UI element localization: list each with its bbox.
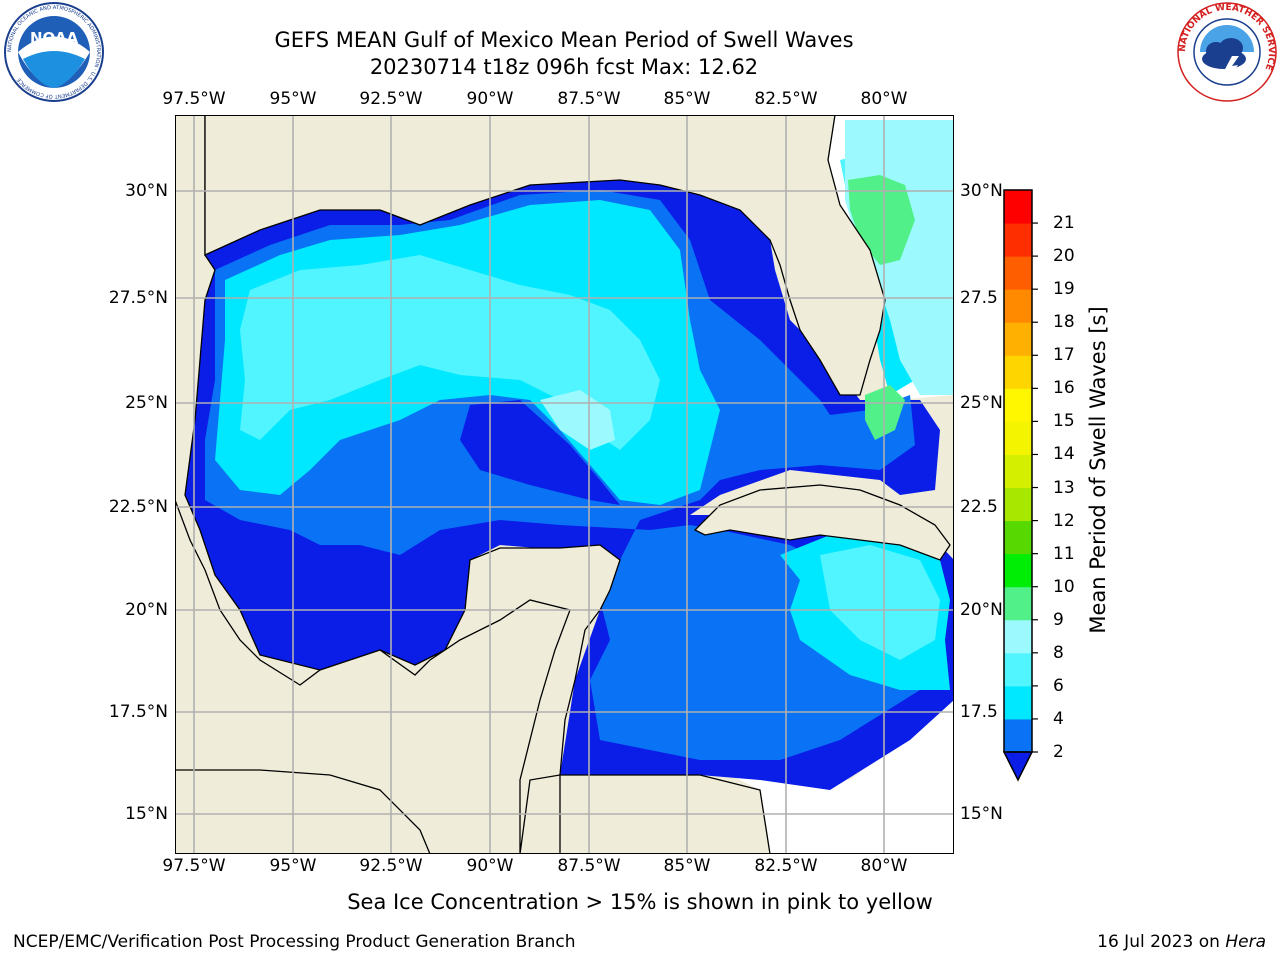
land-cuba xyxy=(693,484,951,561)
lon-tick-top: 90°W xyxy=(466,89,514,109)
lon-tick-top: 82.5°W xyxy=(754,89,818,109)
lon-tick-bottom: 85°W xyxy=(663,856,711,876)
colorbar-tick-label: 12 xyxy=(1053,510,1075,531)
colorbar-tick-label: 2 xyxy=(1053,742,1064,762)
colorbar-swatch xyxy=(1004,718,1032,753)
swell-period-8to9 xyxy=(540,390,615,450)
colorbar-swatch xyxy=(1004,223,1032,257)
colorbar-tick-label: 8 xyxy=(1053,642,1064,663)
lat-tick-right: 22.5 xyxy=(960,497,998,517)
lon-tick-top: 95°W xyxy=(269,89,317,109)
colorbar-swatch xyxy=(1004,355,1032,389)
lat-tick-left: 27.5°N xyxy=(108,288,168,308)
lon-tick-top: 97.5°W xyxy=(162,89,226,109)
colorbar-tick-label: 6 xyxy=(1053,675,1064,696)
colorbar-tick-label: 9 xyxy=(1053,609,1064,630)
colorbar-frame xyxy=(1003,189,1033,753)
nws-logo: NATIONAL WEATHER SERVICE xyxy=(1177,2,1277,102)
colorbar-tick-label: 20 xyxy=(1053,246,1075,267)
swell-period-under2-central xyxy=(460,400,620,505)
lat-tick-right: 20°N xyxy=(960,600,1003,620)
chart-title: GEFS MEAN Gulf of Mexico Mean Period of … xyxy=(274,28,854,52)
noaa-logo: NOAA NATIONAL OCEANIC AND ATMOSPHERIC AD… xyxy=(4,2,104,102)
colorbar-swatch xyxy=(1004,256,1032,290)
colorbar-tick-label: 4 xyxy=(1053,708,1064,729)
lat-tick-left: 20°N xyxy=(125,600,168,620)
lat-tick-left: 17.5°N xyxy=(108,702,168,722)
colorbar-swatch xyxy=(1004,619,1032,654)
colorbar-under-arrow xyxy=(1002,751,1034,782)
lon-tick-bottom: 92.5°W xyxy=(359,856,423,876)
colorbar-swatch xyxy=(1004,454,1032,489)
lon-tick-top: 92.5°W xyxy=(359,89,423,109)
lon-tick-top: 80°W xyxy=(860,89,908,109)
sea-ice-caption: Sea Ice Concentration > 15% is shown in … xyxy=(347,890,933,914)
lon-tick-top: 87.5°W xyxy=(557,89,621,109)
swell-period-6to8 xyxy=(240,255,660,450)
colorbar-swatch xyxy=(1004,289,1032,323)
lon-tick-bottom: 97.5°W xyxy=(162,856,226,876)
footer-credit: NCEP/EMC/Verification Post Processing Pr… xyxy=(13,932,576,952)
land-yucatan xyxy=(175,115,621,854)
lat-tick-left: 15°N xyxy=(125,804,168,824)
noaa-logo-text: NOAA xyxy=(30,29,79,47)
lat-tick-right: 25°N xyxy=(960,393,1003,413)
graticule xyxy=(175,115,954,854)
lon-tick-bottom: 80°W xyxy=(860,856,908,876)
colorbar-swatch xyxy=(1004,520,1032,555)
colorbar-tick-label: 10 xyxy=(1053,576,1075,597)
lat-tick-left: 25°N xyxy=(125,393,168,413)
chart-subtitle: 20230714 t18z 096h fcst Max: 12.62 xyxy=(369,55,759,79)
colorbar-swatch xyxy=(1004,388,1032,422)
lon-tick-bottom: 90°W xyxy=(466,856,514,876)
colorbar-swatch xyxy=(1004,553,1032,588)
colorbar-swatch xyxy=(1004,487,1032,522)
lon-tick-top: 85°W xyxy=(663,89,711,109)
colorbar-swatch xyxy=(1004,586,1032,621)
colorbar-tick-label: 19 xyxy=(1053,279,1075,300)
swell-period-9to10-florida-strait xyxy=(865,385,905,440)
lat-tick-left: 30°N xyxy=(125,181,168,201)
colorbar-swatch xyxy=(1004,421,1032,455)
lon-tick-bottom: 82.5°W xyxy=(754,856,818,876)
footer-date: 16 Jul 2023 on Hera xyxy=(1097,932,1266,952)
footer-date-text: 16 Jul 2023 on xyxy=(1097,932,1226,952)
colorbar-tick-label: 17 xyxy=(1053,345,1075,366)
colorbar-swatch xyxy=(1004,685,1032,720)
colorbar-swatch xyxy=(1004,190,1032,224)
lat-tick-right: 17.5 xyxy=(960,702,998,722)
swell-period-map xyxy=(175,115,954,854)
footer-machine: Hera xyxy=(1225,932,1266,952)
colorbar-title: Mean Period of Swell Waves [s] xyxy=(1086,306,1110,634)
colorbar-tick-label: 11 xyxy=(1053,543,1075,564)
colorbar-swatch xyxy=(1004,322,1032,356)
colorbar-tick-label: 21 xyxy=(1053,213,1075,234)
swell-period-6to8-caribbean xyxy=(820,545,940,660)
lon-tick-bottom: 87.5°W xyxy=(557,856,621,876)
colorbar-tick-label: 15 xyxy=(1053,411,1075,432)
colorbar-swatch xyxy=(1004,652,1032,687)
lon-tick-bottom: 95°W xyxy=(269,856,317,876)
lat-tick-right: 30°N xyxy=(960,181,1003,201)
lat-tick-right: 15°N xyxy=(960,804,1003,824)
lat-tick-right: 27.5 xyxy=(960,288,998,308)
colorbar-tick-label: 14 xyxy=(1053,444,1075,465)
colorbar-tick-label: 18 xyxy=(1053,312,1075,333)
colorbar-tick-label: 16 xyxy=(1053,378,1075,399)
land-north-coast xyxy=(204,115,886,396)
lat-tick-left: 22.5°N xyxy=(108,497,168,517)
colorbar xyxy=(1002,189,1038,782)
colorbar-tick-label: 13 xyxy=(1053,477,1075,498)
